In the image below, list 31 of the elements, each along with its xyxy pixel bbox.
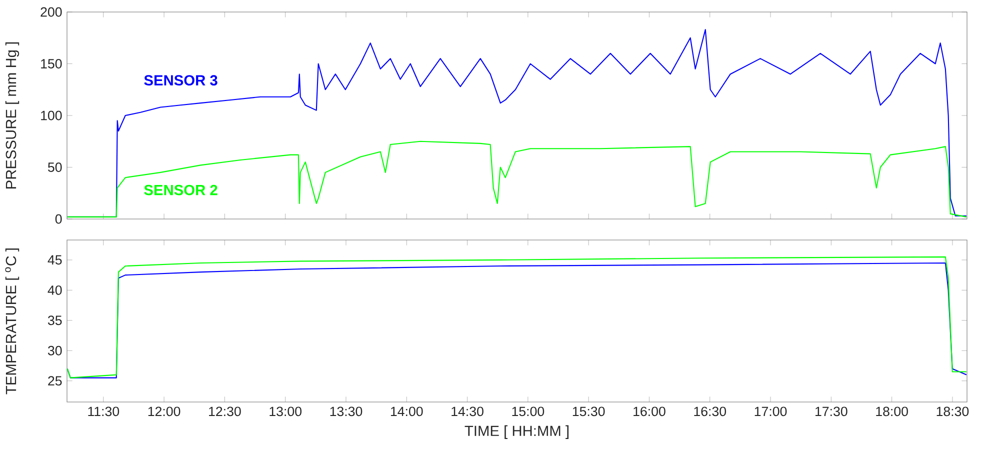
x-axis-title: TIME [ HH:MM ] bbox=[464, 425, 569, 439]
x-tick-label: 12:30 bbox=[209, 406, 241, 416]
y-tick-label: 200 bbox=[40, 7, 62, 17]
x-tick-label: 11:30 bbox=[88, 406, 120, 416]
series-label: SENSOR 3 bbox=[144, 75, 218, 86]
y-tick-label: 30 bbox=[48, 346, 62, 356]
y-tick-label: 45 bbox=[48, 255, 62, 265]
x-tick-label: 18:30 bbox=[936, 406, 969, 416]
x-tick-label: 13:30 bbox=[330, 406, 362, 416]
y-tick-label: 150 bbox=[41, 59, 62, 68]
x-tick-label: 15:30 bbox=[572, 406, 605, 416]
x-tick-label: 13:00 bbox=[270, 406, 302, 416]
x-tick-label: 17:30 bbox=[816, 406, 848, 416]
y-tick-label: 25 bbox=[48, 376, 62, 386]
x-tick-label: 12:00 bbox=[148, 406, 180, 416]
y-axis-title: TEMPERATURE [ $^{o}$C ] bbox=[5, 248, 20, 394]
x-tick-label: 18:00 bbox=[876, 406, 908, 416]
y-tick-label: 35 bbox=[48, 316, 62, 326]
x-tick-label: 15:00 bbox=[512, 406, 544, 416]
y-tick-label: 40 bbox=[48, 285, 62, 295]
x-tick-label: 14:30 bbox=[452, 406, 484, 416]
y-tick-label: 50 bbox=[48, 162, 62, 172]
x-tick-label: 16:00 bbox=[634, 406, 666, 416]
x-tick-label: 14:00 bbox=[390, 406, 423, 416]
x-tick-label: 16:30 bbox=[694, 406, 726, 416]
line-series bbox=[67, 140, 967, 218]
series-label: SENSOR 2 bbox=[144, 184, 218, 196]
x-tick-label: 17:00 bbox=[754, 406, 787, 416]
y-tick-label: 100 bbox=[41, 110, 62, 120]
y-axis-title: PRESSURE [ mm Hg ] bbox=[5, 42, 20, 188]
y-tick-label: 0 bbox=[55, 214, 62, 224]
